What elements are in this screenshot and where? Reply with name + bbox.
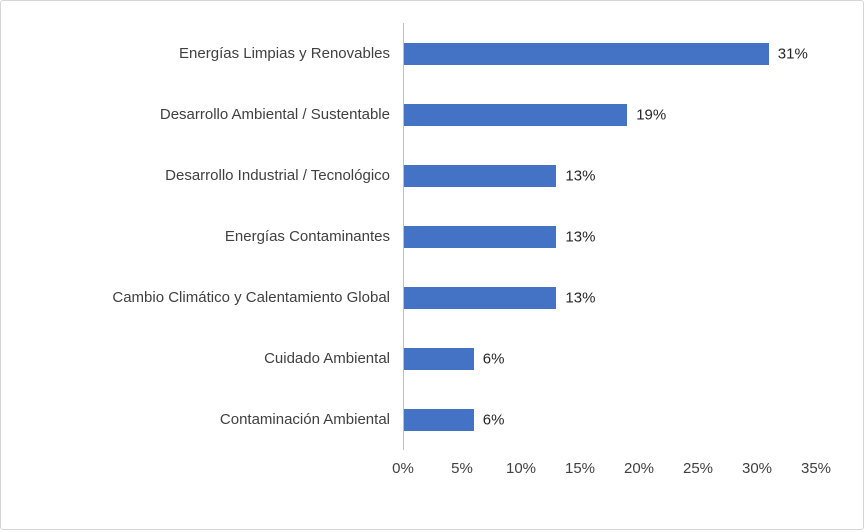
- x-axis-tick-labels: 0% 5% 10% 15% 20% 25% 30% 35%: [392, 450, 831, 486]
- x-axis-tick-label: 5%: [451, 460, 473, 477]
- chart-row: Contaminación Ambiental 6%: [1, 389, 863, 450]
- category-label: Energías Limpias y Renovables: [179, 45, 390, 62]
- bar: [403, 164, 557, 187]
- chart-row: Energías Contaminantes 13%: [1, 206, 863, 267]
- x-axis-tick-label: 30%: [741, 460, 773, 477]
- x-axis-tick-label: 20%: [623, 460, 655, 477]
- bar-area: 13%: [403, 145, 816, 206]
- x-axis-tick-label: 15%: [564, 460, 596, 477]
- bar-value-label: 6%: [482, 350, 505, 367]
- bar: [403, 225, 557, 248]
- bar-value-label: 19%: [636, 106, 667, 123]
- x-axis-tick-label: 25%: [682, 460, 714, 477]
- bar: [403, 286, 557, 309]
- plot-area: Energías Limpias y Renovables 31% Desarrol…: [1, 23, 863, 486]
- category-axis-line: [403, 23, 404, 450]
- category-label: Desarrollo Ambiental / Sustentable: [159, 106, 390, 123]
- category-label: Energías Contaminantes: [224, 228, 390, 245]
- chart-row: Desarrollo Industrial / Tecnológico 13%: [1, 145, 863, 206]
- category-label: Cambio Climático y Calentamiento Global: [112, 289, 390, 306]
- bar-area: 13%: [403, 206, 816, 267]
- bar-area: 6%: [403, 328, 816, 389]
- bar-area: 13%: [403, 267, 816, 328]
- category-label: Contaminación Ambiental: [219, 411, 390, 428]
- bar-value-label: 6%: [482, 411, 505, 428]
- bar-area: 6%: [403, 389, 816, 450]
- bar-value-label: 13%: [565, 167, 596, 184]
- bar: [403, 347, 474, 370]
- x-axis-tick-label: 35%: [800, 460, 832, 477]
- bar-area: 19%: [403, 84, 816, 145]
- category-label: Desarrollo Industrial / Tecnológico: [165, 167, 390, 184]
- chart-row: Desarrollo Ambiental / Sustentable 19%: [1, 84, 863, 145]
- bar-area: 31%: [403, 23, 816, 84]
- bar-value-label: 13%: [565, 228, 596, 245]
- bar: [403, 42, 769, 65]
- bar: [403, 103, 628, 126]
- bar-value-label: 31%: [777, 45, 808, 62]
- bar-value-label: 13%: [565, 289, 596, 306]
- chart-row: Cuidado Ambiental 6%: [1, 328, 863, 389]
- x-axis-tick-label: 0%: [392, 460, 414, 477]
- chart-rows: Energías Limpias y Renovables 31% Desarrol…: [1, 23, 863, 450]
- chart-row: Energías Limpias y Renovables 31%: [1, 23, 863, 84]
- chart-row: Cambio Climático y Calentamiento Global 1…: [1, 267, 863, 328]
- category-label: Cuidado Ambiental: [264, 350, 390, 367]
- bar: [403, 408, 474, 431]
- x-axis-tick-label: 10%: [505, 460, 537, 477]
